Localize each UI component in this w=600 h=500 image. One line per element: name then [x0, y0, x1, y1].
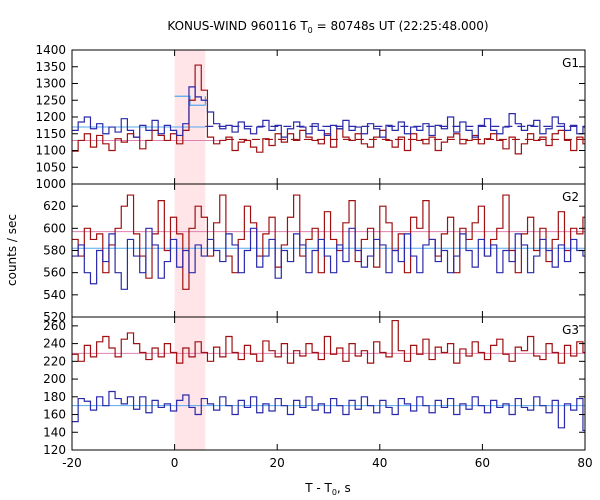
series-blue-g2	[72, 227, 585, 290]
x-tick-label: 0	[171, 456, 179, 470]
y-tick-label: 600	[43, 221, 66, 235]
y-tick-label: 520	[43, 310, 66, 324]
series-blue-g3	[72, 390, 585, 432]
y-tick-label: 180	[43, 390, 66, 404]
series-blue-g1	[72, 86, 585, 138]
y-tick-label: 1150	[35, 127, 66, 141]
panel-g1: 1000 1050 1100 1150 1200 1250 1300 1350 1400 G1	[35, 43, 586, 191]
y-tick-label: 1050	[35, 160, 66, 174]
y-tick-label: 200	[43, 372, 66, 386]
x-tick-label: 60	[475, 456, 490, 470]
x-tick-label: 20	[270, 456, 285, 470]
panel-frame	[71, 49, 586, 185]
y-tick-label: 1400	[35, 43, 66, 57]
y-tick-label: 540	[43, 288, 66, 302]
panels: 100010501100115012001250130013501400G152…	[35, 43, 592, 470]
panel-label: G1	[562, 56, 579, 70]
x-tick-label: 40	[372, 456, 387, 470]
y-tick-label: 120	[43, 443, 66, 457]
series-red-g3	[72, 319, 585, 364]
y-tick-label: 620	[43, 199, 66, 213]
burst-interval-highlight	[174, 317, 206, 450]
series-red-g1	[72, 64, 585, 155]
panel-label: G3	[562, 323, 579, 337]
burst-interval-highlight	[174, 50, 206, 184]
y-tick-label: 1300	[35, 77, 66, 91]
y-tick-label: 1000	[35, 177, 66, 191]
series-red-g2	[72, 194, 585, 290]
panel-g2: 520 540 560 580 600 620 G2	[43, 183, 586, 324]
y-tick-label: 220	[43, 354, 66, 368]
panel-label: G2	[562, 190, 579, 204]
y-axis-label: counts / sec	[5, 214, 19, 286]
y-tick-label: 1250	[35, 93, 66, 107]
x-axis-label: T - T0, s	[304, 481, 351, 497]
y-tick-label: 560	[43, 266, 66, 280]
y-tick-label: 1350	[35, 60, 66, 74]
chart-title: KONUS-WIND 960116 T0 = 80748s UT (22:25:…	[167, 19, 488, 35]
x-tick-label: 80	[577, 456, 592, 470]
y-tick-label: 1100	[35, 144, 66, 158]
y-tick-label: 140	[43, 425, 66, 439]
panel-frame	[71, 316, 586, 451]
y-tick-label: 1200	[35, 110, 66, 124]
panel-g3: 120 140 160 180 200 220 240 260 -20 0 20 40 60 80 G3	[43, 316, 593, 470]
y-tick-label: 160	[43, 408, 66, 422]
y-tick-label: 260	[43, 319, 66, 333]
y-tick-label: 240	[43, 337, 66, 351]
y-tick-label: 580	[43, 244, 66, 258]
x-tick-label: -20	[62, 456, 82, 470]
